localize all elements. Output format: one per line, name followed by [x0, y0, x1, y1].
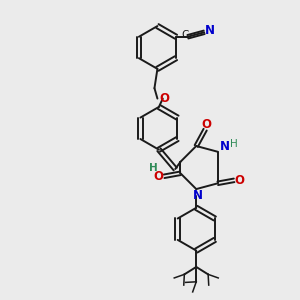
Text: N: N — [193, 189, 203, 202]
Text: C: C — [182, 30, 189, 40]
Text: O: O — [201, 118, 211, 131]
Text: O: O — [160, 92, 170, 105]
Text: N: N — [220, 140, 230, 153]
Text: O: O — [154, 170, 164, 183]
Text: H: H — [148, 163, 157, 172]
Text: H: H — [230, 139, 238, 149]
Text: N: N — [205, 24, 214, 37]
Text: O: O — [235, 174, 244, 187]
